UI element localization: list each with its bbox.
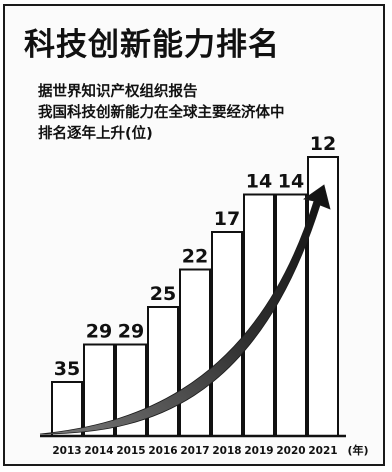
value-label-2015: 29 bbox=[118, 321, 144, 343]
tick-label-2017: 2017 bbox=[180, 445, 209, 457]
value-label-2017: 22 bbox=[182, 246, 208, 268]
trend-arrow bbox=[39, 184, 331, 435]
tick-label-2014: 2014 bbox=[84, 445, 113, 457]
value-label-2021: 12 bbox=[310, 133, 336, 155]
bar-2017 bbox=[179, 268, 211, 437]
tick-label-2015: 2015 bbox=[116, 445, 145, 457]
chart-subtitle: 据世界知识产权组织报告 我国科技创新能力在全球主要经济体中 排名逐年上升(位) bbox=[38, 82, 285, 145]
value-label-2019: 14 bbox=[246, 171, 272, 193]
bar-2018 bbox=[211, 231, 243, 437]
tick-label-2019: 2019 bbox=[244, 445, 273, 457]
bar-2013 bbox=[51, 381, 83, 437]
value-label-2014: 29 bbox=[86, 321, 112, 343]
value-label-2016: 25 bbox=[150, 283, 176, 305]
value-label-2020: 14 bbox=[278, 171, 304, 193]
tick-label-2021: 2021 bbox=[308, 445, 337, 457]
value-label-2013: 35 bbox=[54, 358, 80, 380]
tick-label-2018: 2018 bbox=[212, 445, 241, 457]
subtitle-line-2: 我国科技创新能力在全球主要经济体中 bbox=[38, 105, 285, 121]
tick-label-2020: 2020 bbox=[276, 445, 305, 457]
value-label-2018: 17 bbox=[214, 208, 240, 230]
bar-2020 bbox=[275, 193, 307, 437]
tick-label-2016: 2016 bbox=[148, 445, 177, 457]
subtitle-line-1: 据世界知识产权组织报告 bbox=[38, 84, 198, 100]
x-axis-unit-label: (年) bbox=[347, 443, 368, 457]
tick-label-2013: 2013 bbox=[52, 445, 81, 457]
subtitle-line-3: 排名逐年上升(位) bbox=[38, 126, 153, 142]
chart-title: 科技创新能力排名 bbox=[24, 27, 280, 63]
